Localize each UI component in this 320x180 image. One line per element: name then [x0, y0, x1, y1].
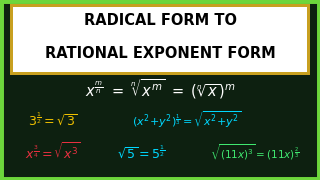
Text: $3^{\frac{1}{2}}=\sqrt{3}$: $3^{\frac{1}{2}}=\sqrt{3}$: [28, 111, 78, 128]
Text: RADICAL FORM TO: RADICAL FORM TO: [84, 13, 236, 28]
Text: $\sqrt{(11x)^3}=(11x)^{\frac{2}{3}}$: $\sqrt{(11x)^3}=(11x)^{\frac{2}{3}}$: [210, 142, 299, 162]
Text: $\sqrt{5}=5^{\frac{1}{2}}$: $\sqrt{5}=5^{\frac{1}{2}}$: [116, 144, 165, 160]
Text: $(x^2\!+\!y^2)^{\frac{1}{3}}=\sqrt{x^2\!+\!y^2}$: $(x^2\!+\!y^2)^{\frac{1}{3}}=\sqrt{x^2\!…: [132, 109, 242, 130]
Text: $x^{\frac{m}{n}}\ =\ \sqrt[n]{x^m}\ =\ (\sqrt[n]{x})^m$: $x^{\frac{m}{n}}\ =\ \sqrt[n]{x^m}\ =\ (…: [85, 77, 235, 101]
Text: $x^{\frac{3}{4}}=\sqrt{x^3}$: $x^{\frac{3}{4}}=\sqrt{x^3}$: [25, 141, 81, 163]
Bar: [13, 7, 307, 72]
Bar: [10, 4, 310, 75]
Text: RATIONAL EXPONENT FORM: RATIONAL EXPONENT FORM: [44, 46, 276, 61]
